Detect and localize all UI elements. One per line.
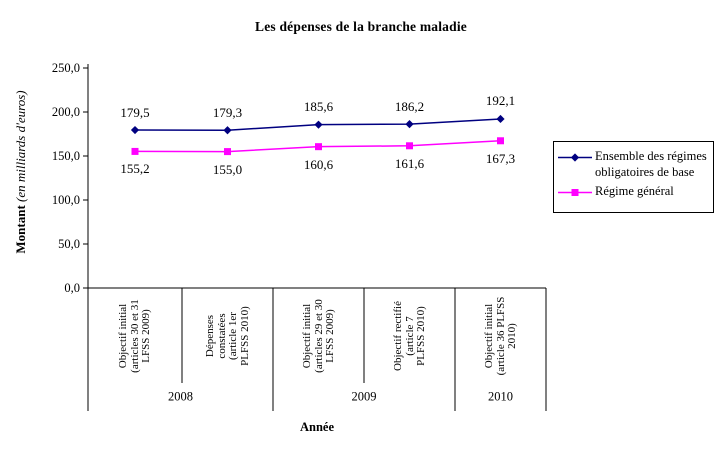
year-group-label: 2010	[488, 389, 513, 404]
legend-marker	[570, 153, 580, 162]
data-point-diamond	[314, 120, 323, 129]
y-tick-label: 50,0	[58, 237, 80, 251]
data-point-diamond	[223, 126, 232, 135]
category-label: Dépenses constatées (article 1er PLFSS 2…	[203, 306, 251, 366]
y-tick-label: 0,0	[64, 281, 80, 295]
legend-marker-diamond-icon	[558, 149, 595, 168]
legend-entry-regime-general: Régime général	[558, 184, 711, 203]
legend-entry-ensemble-regimes: Ensemble des régimes obligatoires de bas…	[558, 149, 711, 180]
data-value-label: 192,1	[485, 93, 516, 109]
year-group-label: 2009	[351, 389, 377, 404]
data-value-label: 155,0	[212, 161, 243, 177]
category-label: Objectif initial (articles 29 et 30 LFSS…	[300, 299, 336, 373]
data-value-label: 155,2	[120, 161, 150, 177]
data-point-square	[406, 142, 413, 150]
data-value-label: 186,2	[394, 98, 425, 114]
legend-label: Régime général	[595, 184, 674, 198]
y-tick-label: 200,0	[51, 105, 80, 119]
y-tick-label: 250,0	[51, 61, 80, 75]
data-point-square	[224, 148, 231, 156]
y-tick-label: 150,0	[51, 149, 80, 163]
y-tick-label: 100,0	[51, 193, 80, 207]
data-point-diamond	[405, 120, 414, 129]
legend-marker-square-icon	[558, 184, 595, 203]
legend-label: Ensemble des régimes obligatoires de bas…	[595, 149, 707, 179]
data-point-diamond	[496, 114, 505, 124]
legend: Ensemble des régimes obligatoires de bas…	[553, 141, 714, 213]
x-axis-title: Année	[299, 420, 335, 434]
chart-title: Les dépenses de la branche maladie	[255, 19, 467, 34]
year-group-label: 2008	[168, 389, 193, 404]
legend-marker	[571, 189, 579, 196]
data-value-label: 185,6	[303, 99, 334, 115]
data-value-label: 160,6	[303, 156, 334, 172]
data-point-square	[131, 147, 139, 155]
data-point-diamond	[130, 125, 140, 135]
data-value-label: 179,5	[120, 104, 150, 120]
data-value-label: 167,3	[485, 150, 516, 166]
data-value-label: 179,3	[212, 104, 243, 120]
category-label: Objectif initial (article 36 PLFSS 2010)	[482, 296, 518, 376]
data-point-square	[315, 143, 322, 151]
data-value-label: 161,6	[394, 155, 425, 171]
category-label: Objectif initial (articles 30 et 31 LFSS…	[116, 299, 152, 373]
data-point-square	[497, 137, 504, 145]
category-label: Objectif rectifié (article 7 PLFSS 2010)	[391, 301, 427, 371]
